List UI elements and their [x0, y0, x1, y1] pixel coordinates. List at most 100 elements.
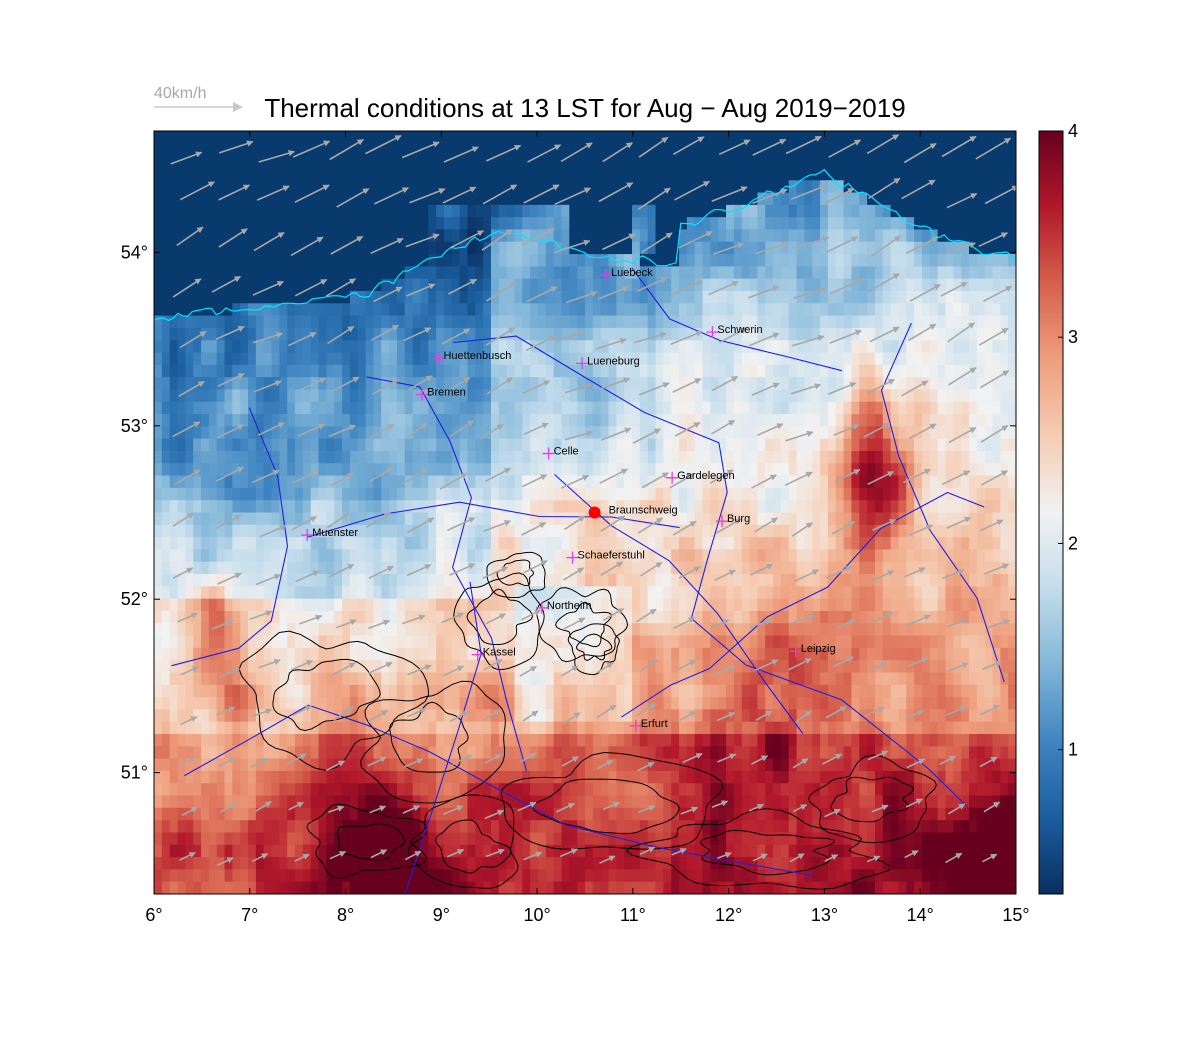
- wind-arrow: [564, 515, 586, 531]
- wind-arrow: [867, 177, 901, 200]
- wind-arrow: [867, 273, 900, 293]
- wind-arrow: [217, 572, 242, 585]
- wind-arrow: [483, 658, 503, 671]
- wind-arrow: [179, 851, 196, 861]
- wind-arrow: [749, 618, 772, 629]
- wind-arrow: [172, 512, 195, 527]
- wind-arrow: [253, 380, 282, 393]
- wind-arrow: [942, 569, 965, 580]
- city-marker: [629, 719, 642, 732]
- wind-arrow: [211, 275, 241, 293]
- wind-arrow: [333, 706, 355, 722]
- wind-arrow: [901, 179, 936, 200]
- wind-arrow: [252, 280, 284, 296]
- wind-arrow: [520, 896, 536, 902]
- wind-arrow: [979, 756, 998, 768]
- wind-arrow: [370, 897, 385, 906]
- wind-arrow: [485, 467, 512, 482]
- wind-arrow: [298, 897, 315, 905]
- wind-arrow: [406, 707, 427, 718]
- wind-arrow: [483, 753, 502, 765]
- wind-arrow: [368, 619, 391, 630]
- city-label: Huettenbusch: [443, 350, 511, 362]
- wind-arrow: [599, 897, 613, 904]
- wind-arrow: [640, 561, 663, 577]
- wind-arrow: [481, 228, 513, 251]
- wind-arrow: [941, 135, 977, 158]
- wind-arrow: [526, 286, 558, 303]
- wind-arrow: [752, 138, 787, 156]
- wind-arrow: [365, 512, 391, 529]
- wind-arrow: [440, 612, 464, 624]
- wind-arrow: [523, 184, 560, 204]
- wind-arrow: [636, 276, 668, 293]
- wind-arrow: [983, 563, 1010, 575]
- y-tick-label: 54°: [121, 242, 148, 262]
- wind-arrow: [639, 846, 656, 856]
- wind-arrow: [299, 614, 323, 625]
- wind-arrow: [824, 854, 839, 862]
- wind-arrow: [750, 563, 774, 576]
- wind-arrow: [632, 428, 661, 444]
- wind-arrow: [708, 280, 739, 296]
- wind-arrow: [638, 136, 669, 158]
- wind-arrow: [637, 187, 671, 211]
- colorbar-tick-label: 3: [1068, 327, 1078, 347]
- wind-arrow: [678, 230, 713, 249]
- x-tick-label: 14°: [907, 905, 934, 925]
- wind-arrow: [940, 281, 968, 297]
- wind-arrow: [638, 382, 670, 396]
- wind-arrow: [979, 370, 1010, 389]
- wind-arrow: [444, 376, 471, 394]
- wind-arrow: [754, 517, 778, 533]
- wind-arrow: [369, 423, 395, 439]
- wind-arrow: [823, 187, 855, 205]
- wind-arrow: [177, 612, 198, 623]
- x-tick-label: 12°: [715, 905, 742, 925]
- wind-arrow: [368, 467, 394, 483]
- wind-arrow: [979, 519, 1004, 532]
- wind-arrow: [332, 662, 356, 676]
- city-marker: [666, 471, 679, 484]
- x-tick-label: 10°: [523, 905, 550, 925]
- colorbar-tick-label: 4: [1068, 121, 1078, 141]
- wind-arrow: [905, 709, 924, 720]
- city-burg: Burg: [715, 513, 750, 528]
- wind-arrow: [948, 367, 977, 386]
- wind-arrow: [446, 848, 465, 858]
- wind-arrow: [866, 855, 881, 863]
- wind-arrow: [406, 564, 432, 577]
- wind-arrow: [947, 322, 976, 343]
- wind-arrow: [217, 372, 245, 388]
- wind-arrow: [716, 711, 736, 722]
- wind-arrow: [292, 705, 312, 717]
- wind-arrow: [672, 378, 702, 393]
- wind-arrow: [442, 805, 464, 816]
- wind-arrow: [521, 228, 555, 246]
- wind-arrow: [748, 332, 780, 347]
- wind-arrow: [328, 424, 357, 438]
- wind-arrow: [486, 282, 516, 302]
- wind-arrow: [601, 427, 632, 441]
- wind-arrow: [792, 803, 808, 813]
- x-tick-label: 15°: [1002, 905, 1029, 925]
- wind-arrow: [636, 703, 657, 717]
- wind-arrow: [170, 151, 203, 165]
- wind-arrow: [682, 752, 703, 764]
- wind-arrow: [560, 474, 590, 489]
- wind-arrow: [903, 468, 931, 484]
- wind-arrow: [672, 616, 696, 630]
- wind-arrow: [519, 665, 537, 677]
- wind-arrow: [939, 755, 956, 766]
- wind-arrow: [792, 758, 809, 769]
- wind-arrow: [221, 902, 235, 908]
- wind-arrow: [909, 423, 937, 440]
- wind-arrow: [251, 853, 269, 863]
- wind-arrow: [948, 426, 977, 444]
- wind-arrow: [172, 278, 202, 298]
- wind-arrow: [864, 706, 885, 717]
- wind-arrow: [680, 806, 699, 815]
- wind-arrow: [219, 802, 237, 813]
- wind-arrow: [521, 609, 542, 621]
- city-markers: Luebeck Schwerin Huettenbusch Lueneburg Brem…: [301, 267, 836, 732]
